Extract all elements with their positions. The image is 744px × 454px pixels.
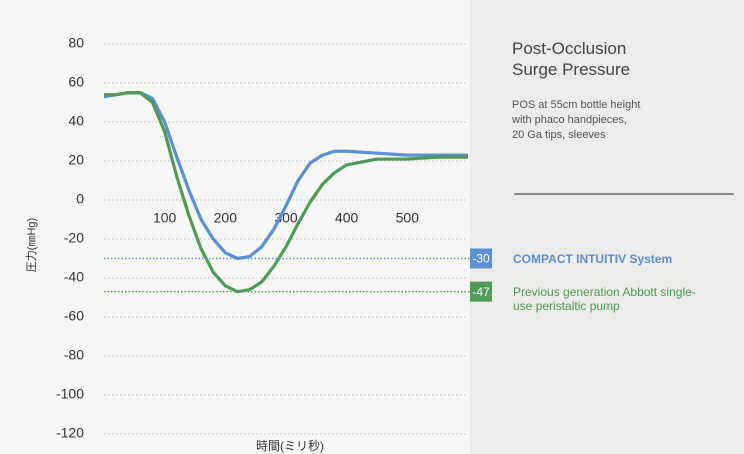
- subtitle-line: POS at 55cm bottle height: [512, 99, 641, 111]
- annotation-label: -30: [472, 252, 490, 266]
- x-tick-label: 200: [214, 210, 238, 226]
- y-tick-label: 20: [68, 152, 84, 168]
- title-line: Surge Pressure: [512, 60, 631, 79]
- x-axis-label: 時間(ミリ秒): [256, 439, 324, 453]
- legend-entry: COMPACT INTUITIV System: [513, 251, 673, 266]
- title-line: Post-Occlusion: [512, 39, 627, 58]
- subtitle: POS at 55cm bottle height with phaco han…: [512, 98, 640, 143]
- annotation-box: [470, 281, 492, 302]
- y-tick-label: 80: [68, 35, 84, 51]
- y-tick-label: -80: [64, 347, 84, 363]
- y-tick-label: -120: [56, 425, 84, 441]
- y-tick-label: -100: [56, 386, 84, 402]
- annotation-label: -47: [472, 285, 490, 299]
- y-axis-label: 圧力(㎜Hg): [25, 218, 38, 272]
- x-tick-label: 100: [153, 210, 177, 226]
- legend-entry: Previous generation Abbott single-use pe…: [513, 284, 696, 313]
- subtitle-line: with phaco handpieces,: [512, 114, 627, 126]
- x-tick-label: 400: [335, 210, 359, 226]
- annotation-box: [470, 248, 492, 269]
- y-tick-label: 40: [68, 113, 84, 129]
- side-panel: [470, 0, 744, 454]
- y-tick-label: -20: [64, 230, 84, 246]
- y-tick-label: -60: [64, 308, 84, 324]
- y-tick-label: 0: [76, 191, 84, 207]
- subtitle-line: 20 Ga tips, sleeves: [512, 129, 606, 141]
- y-tick-label: -40: [64, 269, 84, 285]
- y-tick-label: 60: [68, 74, 84, 90]
- title: Post-Occlusion Surge Pressure: [512, 38, 630, 80]
- series-line: [104, 91, 468, 294]
- series-line: [103, 91, 468, 261]
- x-tick-label: 500: [396, 210, 420, 226]
